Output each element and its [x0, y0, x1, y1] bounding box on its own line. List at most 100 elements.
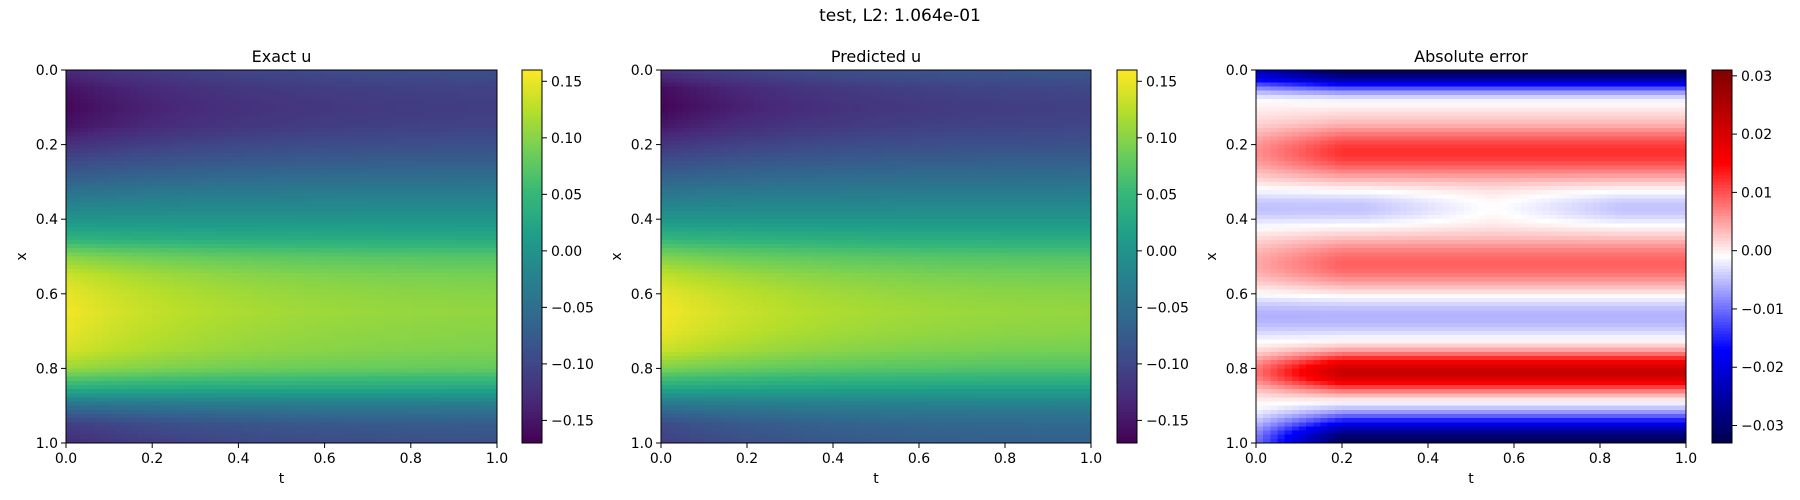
heatmap-cell [123, 376, 132, 382]
heatmap-cell [101, 252, 110, 258]
heatmap-cell [66, 74, 74, 79]
heatmap-cell [224, 335, 232, 340]
heatmap-cell [374, 264, 383, 270]
heatmap-cell [137, 248, 146, 253]
heatmap-cell [80, 281, 89, 287]
heatmap-cell [209, 227, 218, 233]
heatmap-cell [489, 318, 498, 324]
heatmap-cell [338, 360, 347, 365]
heatmap-cell [288, 78, 297, 84]
heatmap-cell [202, 103, 211, 108]
heatmap-cell [116, 281, 125, 287]
heatmap-cell [145, 326, 153, 332]
heatmap-cell [87, 152, 96, 158]
heatmap-cell [267, 393, 275, 399]
heatmap-cell [303, 123, 311, 129]
heatmap-cell [382, 157, 390, 162]
heatmap-cell [288, 335, 297, 340]
heatmap-cell [94, 360, 103, 365]
heatmap-cell [374, 107, 383, 113]
heatmap-cell [73, 111, 81, 117]
heatmap-cell [274, 277, 283, 282]
heatmap-cell [173, 169, 182, 175]
heatmap-cell [295, 198, 304, 204]
heatmap-cell [288, 198, 297, 204]
heatmap-cell [87, 173, 96, 179]
heatmap-cell [267, 70, 275, 75]
heatmap-cell [453, 78, 462, 84]
heatmap-cell [403, 339, 412, 345]
heatmap-cell [446, 256, 455, 262]
heatmap-cell [94, 227, 103, 233]
heatmap-cell [295, 231, 304, 237]
heatmap-cell [360, 190, 369, 195]
heatmap-cell [417, 235, 426, 241]
heatmap-cell [403, 310, 412, 316]
heatmap-cell [152, 273, 160, 278]
heatmap-cell [389, 380, 398, 386]
heatmap-cell [145, 405, 153, 411]
heatmap-cell [267, 293, 275, 299]
heatmap-cell [453, 161, 462, 166]
heatmap-cell [195, 248, 204, 253]
heatmap-cell [453, 364, 462, 369]
heatmap-cell [403, 177, 412, 183]
heatmap-cell [396, 94, 405, 100]
heatmap-cell [159, 136, 168, 142]
heatmap-cell [238, 393, 247, 399]
heatmap-cell [202, 157, 211, 162]
heatmap-cell [216, 169, 225, 175]
heatmap-cell [489, 78, 498, 84]
heatmap-cell [360, 409, 369, 415]
heatmap-cell [130, 289, 139, 295]
heatmap-cell [245, 128, 254, 133]
heatmap-cell [274, 74, 283, 79]
heatmap-cell [360, 326, 369, 332]
heatmap-cell [80, 206, 89, 212]
heatmap-cell [259, 82, 268, 88]
heatmap-cell [101, 115, 110, 121]
heatmap-cell [152, 260, 160, 266]
heatmap-cell [238, 99, 247, 104]
heatmap-cell [453, 368, 462, 374]
heatmap-cell [475, 161, 484, 166]
heatmap-cell [137, 99, 146, 104]
heatmap-cell [468, 223, 477, 229]
heatmap-cell [238, 165, 247, 171]
heatmap-cell [137, 302, 146, 307]
heatmap-cell [166, 111, 175, 117]
heatmap-cell [382, 343, 390, 349]
heatmap-cell [482, 293, 491, 299]
heatmap-cell [224, 202, 232, 208]
heatmap-cell [101, 343, 110, 349]
heatmap-cell [209, 186, 218, 191]
heatmap-cell [353, 99, 362, 104]
heatmap-cell [73, 177, 81, 183]
heatmap-cell [303, 380, 311, 386]
heatmap-cell [259, 401, 268, 407]
heatmap-cell [360, 231, 369, 237]
heatmap-cell [374, 277, 383, 282]
heatmap-cell [425, 78, 433, 84]
heatmap-cell [331, 264, 340, 270]
heatmap-cell [324, 248, 333, 253]
heatmap-cell [310, 206, 319, 212]
heatmap-cell [66, 70, 74, 75]
heatmap-cell [396, 103, 405, 108]
heatmap-cell [180, 380, 189, 386]
heatmap-cell [425, 119, 433, 125]
heatmap-cell [360, 177, 369, 183]
heatmap-cell [152, 78, 160, 84]
heatmap-cell [216, 215, 225, 220]
heatmap-cell [360, 198, 369, 204]
heatmap-cell [73, 227, 81, 233]
heatmap-cell [66, 335, 74, 340]
heatmap-cell [166, 326, 175, 332]
heatmap-cell [94, 123, 103, 129]
heatmap-cell [295, 123, 304, 129]
heatmap-cell [288, 306, 297, 311]
heatmap-cell [346, 70, 354, 75]
heatmap-cell [238, 273, 247, 278]
heatmap-cell [87, 297, 96, 303]
heatmap-cell [267, 177, 275, 183]
